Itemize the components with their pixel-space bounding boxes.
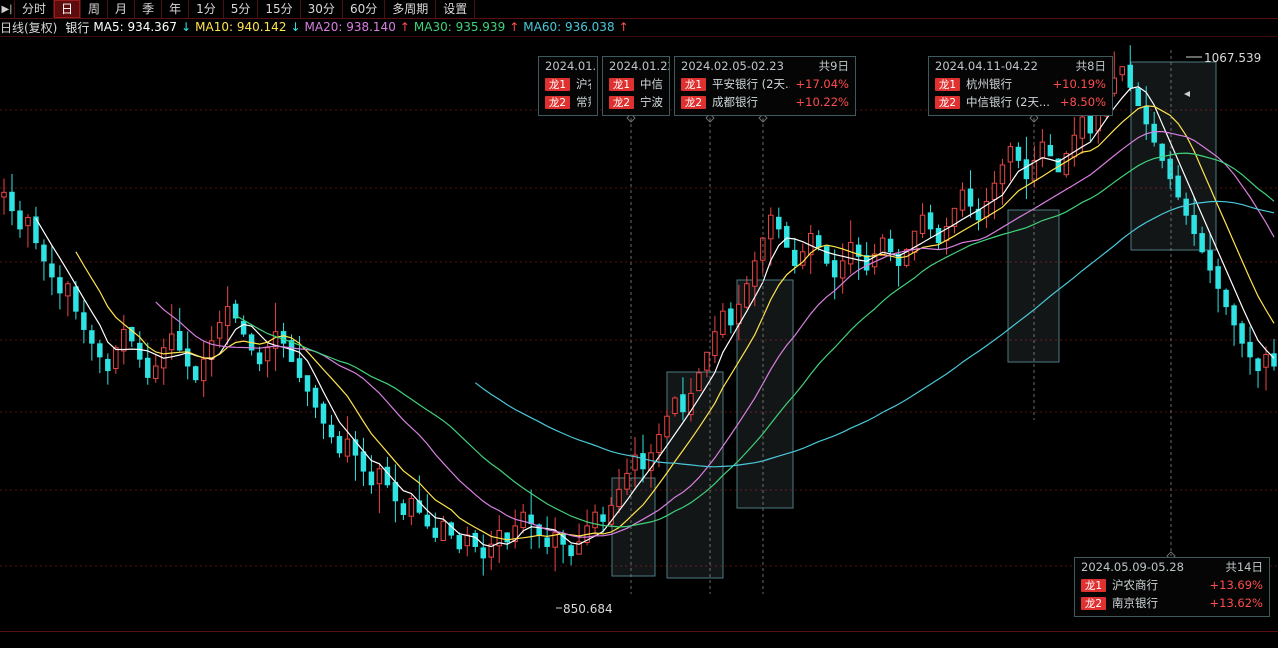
annotation-1-name-2: 常熟 (576, 95, 591, 109)
annotation-4-row-1: 龙1 杭州银行 +10.19% (929, 75, 1112, 93)
ma5-arrow-down-icon: ↓ (181, 20, 192, 34)
annotation-3-row-1: 龙1 平安银行 (2天... +17.04% (675, 75, 855, 93)
rank-badge-2: 龙2 (545, 95, 570, 109)
toolbar-btn-1min[interactable]: 1分 (189, 0, 224, 18)
annotation-4-date: 2024.04.11-04.22 (935, 59, 1038, 73)
ma30-value: MA30: 935.939 (413, 20, 506, 34)
annotation-3-header: 2024.02.05-02.23 共9日 (675, 57, 855, 75)
ma20-value: MA20: 938.140 (304, 20, 396, 34)
toolbar-btn-fenshi[interactable]: 分时 (15, 0, 55, 18)
rank-badge-1: 龙1 (935, 77, 960, 91)
toolbar-btn-day[interactable]: 日 (54, 0, 82, 18)
annotation-4-name-2: 中信银行 (2天... (966, 95, 1050, 109)
annotation-2-header: 2024.01.22-0 (603, 57, 669, 75)
annotation-4-pct-1: +10.19% (1052, 77, 1107, 91)
annotation-4-days: 共8日 (1075, 59, 1106, 73)
rank-badge-1: 龙1 (681, 77, 706, 91)
rank-badge-2: 龙2 (609, 95, 634, 109)
playhead-icon[interactable]: ▶| (0, 0, 15, 18)
annotation-3-row-2: 龙2 成都银行 +10.22% (675, 93, 855, 111)
rank-badge-1: 龙1 (609, 77, 634, 91)
toolbar-btn-year[interactable]: 年 (162, 0, 190, 18)
annotation-card-5[interactable]: 2024.05.09-05.28 共14日 龙1 沪农商行 +13.69% 龙2… (1074, 557, 1270, 617)
annotation-4-name-1: 杭州银行 (966, 77, 1012, 91)
rank-badge-1: 龙1 (1081, 578, 1106, 592)
toolbar-btn-quarter[interactable]: 季 (135, 0, 163, 18)
annotation-5-pct-1: +13.69% (1209, 578, 1264, 592)
price-label-high: 1067.539 (1204, 51, 1262, 65)
rank-badge-2: 龙2 (935, 95, 960, 109)
rank-badge-2: 龙2 (681, 95, 706, 109)
annotation-5-header: 2024.05.09-05.28 共14日 (1075, 558, 1269, 576)
toolbar-btn-multi[interactable]: 多周期 (385, 0, 437, 18)
annotation-card-1[interactable]: 2024.01.1 龙1 沪农 龙2 常熟 (538, 56, 598, 116)
toolbar-btn-settings[interactable]: 设置 (436, 0, 476, 18)
annotation-1-header: 2024.01.1 (539, 57, 597, 75)
toolbar-btn-60min[interactable]: 60分 (343, 0, 386, 18)
annotation-5-row-1: 龙1 沪农商行 +13.69% (1075, 576, 1269, 594)
annotation-4-row-2: 龙2 中信银行 (2天... +8.50% (929, 93, 1112, 111)
price-label-low: 850.684 (563, 602, 613, 616)
annotation-1-name-1: 沪农 (576, 77, 591, 91)
annotation-3-name-2: 成都银行 (712, 95, 758, 109)
ma10-value: MA10: 940.142 (195, 20, 287, 34)
annotation-card-4[interactable]: 2024.04.11-04.22 共8日 龙1 杭州银行 +10.19% 龙2 … (928, 56, 1113, 116)
annotation-5-name-1: 沪农商行 (1112, 578, 1158, 592)
annotation-3-name-1: 平安银行 (2天... (712, 77, 790, 91)
annotation-3-days: 共9日 (818, 59, 849, 73)
annotation-3-pct-1: +17.04% (795, 77, 850, 91)
ma60-value: MA60: 936.038 (523, 20, 615, 34)
ma20-arrow-up-icon: ↑ (399, 20, 410, 34)
ma-readout-bar: 日线(复权) 银行 MA5: 934.367 ↓ MA10: 940.142 ↓… (0, 18, 1278, 37)
toolbar-btn-week[interactable]: 周 (81, 0, 109, 18)
annotation-5-row-2: 龙2 南京银行 +13.62% (1075, 594, 1269, 612)
bottom-divider (0, 631, 1278, 632)
chart-instrument-label: 银行 (65, 20, 90, 35)
annotation-1-row-2: 龙2 常熟 (539, 93, 597, 111)
annotation-4-header: 2024.04.11-04.22 共8日 (929, 57, 1112, 75)
toolbar-filler (475, 0, 1278, 18)
ma5-value: MA5: 934.367 (93, 20, 178, 34)
candlestick-plot[interactable] (0, 37, 1278, 631)
annotation-2-date: 2024.01.22-0 (609, 59, 669, 73)
annotation-2-name-1: 中信银行 (640, 77, 663, 91)
annotation-3-pct-2: +10.22% (795, 95, 850, 109)
ma30-arrow-up-icon: ↑ (509, 20, 520, 34)
toolbar-btn-5min[interactable]: 5分 (224, 0, 259, 18)
ma10-arrow-down-icon: ↓ (290, 20, 301, 34)
annotation-5-days: 共14日 (1225, 560, 1263, 574)
annotation-card-2[interactable]: 2024.01.22-0 龙1 中信银行 龙2 宁波银行 (602, 56, 670, 116)
annotation-3-date: 2024.02.05-02.23 (681, 59, 784, 73)
annotation-2-row-1: 龙1 中信银行 (603, 75, 669, 93)
rank-badge-1: 龙1 (545, 77, 570, 91)
period-toolbar: ▶| 分时 日 周 月 季 年 1分 5分 15分 30分 60分 多周期 设置 (0, 0, 1278, 19)
chart-period-label: 日线(复权) (0, 20, 58, 35)
annotation-5-pct-2: +13.62% (1209, 596, 1264, 610)
ma60-arrow-up-icon: ↑ (618, 20, 629, 34)
annotation-1-date: 2024.01.1 (545, 59, 598, 73)
toolbar-btn-15min[interactable]: 15分 (258, 0, 301, 18)
annotation-2-name-2: 宁波银行 (640, 95, 663, 109)
bottom-strip (0, 632, 1278, 648)
toolbar-btn-30min[interactable]: 30分 (301, 0, 343, 18)
annotation-5-date: 2024.05.09-05.28 (1081, 560, 1184, 574)
annotation-4-pct-2: +8.50% (1059, 95, 1106, 109)
chart-canvas (0, 45, 1278, 609)
annotation-2-row-2: 龙2 宁波银行 (603, 93, 669, 111)
toolbar-btn-month[interactable]: 月 (108, 0, 136, 18)
annotation-card-3[interactable]: 2024.02.05-02.23 共9日 龙1 平安银行 (2天... +17.… (674, 56, 856, 116)
annotation-1-row-1: 龙1 沪农 (539, 75, 597, 93)
annotation-5-name-2: 南京银行 (1112, 596, 1158, 610)
rank-badge-2: 龙2 (1081, 596, 1106, 610)
